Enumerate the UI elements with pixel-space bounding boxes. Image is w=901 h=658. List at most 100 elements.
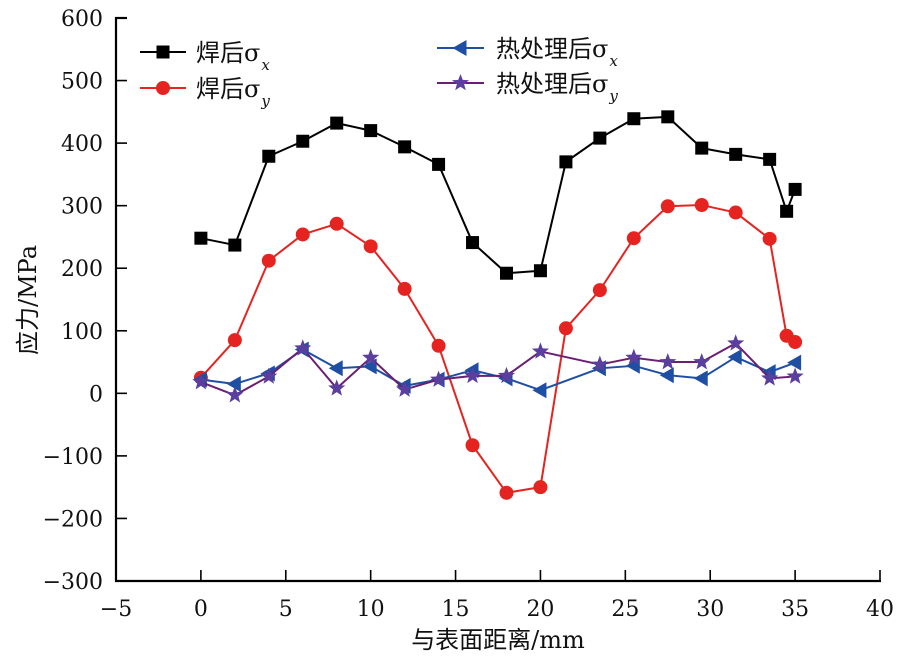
x-tick-label: 25: [611, 597, 639, 622]
data-point: [396, 380, 414, 397]
data-point: [659, 353, 677, 370]
data-point: [661, 110, 675, 124]
legend-label: 焊后σ: [196, 75, 260, 103]
data-point: [694, 198, 709, 213]
y-tick-label: −200: [43, 507, 103, 532]
data-point: [262, 149, 276, 163]
legend-marker: [451, 74, 470, 91]
data-point: [362, 348, 380, 365]
series-layer: [192, 110, 804, 500]
data-point: [398, 140, 412, 154]
series-line: [200, 115, 797, 275]
data-point: [627, 112, 641, 126]
data-point: [329, 216, 344, 231]
data-point: [192, 373, 210, 390]
y-tick-label: −300: [43, 570, 103, 595]
x-tick-label: 10: [357, 597, 385, 622]
data-point: [295, 227, 310, 242]
series-4: [192, 334, 804, 403]
data-point: [466, 236, 480, 250]
x-tick-label: 5: [279, 597, 293, 622]
x-tick-label: 0: [194, 597, 208, 622]
x-tick-label: −5: [100, 597, 132, 622]
x-ticks: −5 0 5 10 15 20 25 30 35 40: [100, 570, 894, 622]
legend-item: 热处理后σ y: [437, 70, 618, 105]
data-point: [532, 382, 547, 399]
y-tick-label: −100: [43, 445, 103, 470]
data-point: [761, 369, 779, 386]
data-point: [533, 264, 547, 278]
data-point: [695, 141, 709, 155]
y-tick-label: 600: [61, 7, 103, 32]
data-point: [591, 355, 609, 372]
series-2: [193, 198, 803, 500]
data-point: [296, 134, 310, 148]
y-tick-label: 100: [61, 320, 103, 345]
data-point: [260, 367, 278, 384]
series-3: [192, 341, 802, 399]
data-point: [559, 155, 573, 169]
data-point: [432, 157, 446, 171]
data-point: [625, 348, 643, 365]
data-point: [431, 338, 446, 353]
data-point: [194, 231, 208, 245]
data-point: [659, 367, 674, 384]
data-point: [626, 231, 641, 246]
data-point: [465, 438, 480, 453]
data-point: [780, 204, 794, 218]
y-axis-title: 应力/MPa: [14, 245, 42, 355]
axes: [114, 16, 881, 583]
data-point: [227, 333, 242, 348]
data-point: [430, 370, 448, 387]
data-point: [328, 360, 343, 377]
x-tick-label: 20: [526, 597, 554, 622]
data-point: [261, 253, 276, 268]
data-point: [499, 485, 514, 500]
data-point: [533, 480, 548, 495]
data-point: [693, 353, 711, 370]
x-tick-label: 40: [866, 597, 894, 622]
data-point: [727, 349, 742, 366]
data-point: [788, 182, 802, 196]
data-point: [497, 366, 516, 384]
legend-marker: [156, 45, 170, 59]
data-point: [363, 239, 378, 254]
data-point: [397, 281, 412, 296]
y-tick-label: 300: [61, 195, 103, 220]
legend-label-subscript: y: [608, 87, 618, 105]
data-point: [660, 199, 675, 214]
data-point: [330, 116, 344, 130]
legend-item: 热处理后σ x: [437, 35, 618, 70]
legend-label: 焊后σ: [196, 39, 260, 67]
legend-label-subscript: x: [609, 52, 618, 70]
series-line: [200, 342, 796, 397]
data-point: [226, 386, 244, 403]
y-ticks: −300 −200 −100 0 100 200 300 400 500 600: [43, 7, 127, 595]
legend-item: 焊后σ y: [140, 75, 270, 110]
data-point: [787, 354, 802, 371]
data-point: [727, 334, 745, 351]
data-point: [763, 152, 777, 166]
data-point: [693, 370, 708, 387]
y-tick-label: 0: [89, 382, 103, 407]
legend-marker: [452, 40, 467, 56]
data-point: [762, 231, 777, 246]
data-point: [592, 283, 607, 298]
data-point: [228, 238, 242, 252]
x-tick-label: 35: [781, 597, 809, 622]
y-tick-label: 400: [61, 132, 103, 157]
legend-label: 热处理后σ: [496, 35, 608, 63]
data-point: [728, 205, 743, 220]
legend-item: 焊后σ x: [140, 39, 270, 74]
series-line: [200, 204, 796, 494]
data-point: [364, 124, 378, 138]
x-tick-label: 15: [442, 597, 470, 622]
x-axis-title: 与表面距离/mm: [411, 626, 585, 654]
data-point: [788, 335, 803, 350]
data-point: [463, 366, 482, 384]
data-point: [558, 321, 573, 336]
data-point: [294, 339, 312, 356]
data-point: [499, 266, 513, 280]
